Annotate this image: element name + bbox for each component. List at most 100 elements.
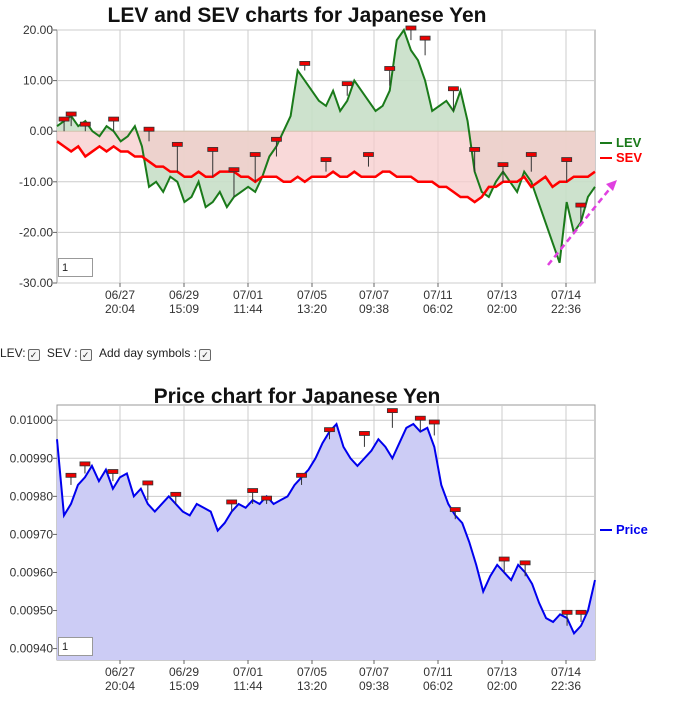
y-tick-label: 0.00 [30, 124, 54, 138]
day-marker-flag [79, 121, 91, 127]
x-tick-label-date: 07/01 [233, 665, 263, 679]
day-marker-flag [324, 427, 335, 433]
lev-plot-area[interactable] [56, 25, 617, 266]
price-axes: 0.01000 0.00990 0.00980 0.00970 0.00960 0.009… [10, 413, 582, 693]
price-zoom-input[interactable]: 1 [58, 637, 93, 656]
day-marker-flag [561, 609, 573, 615]
x-tick-label-time: 15:09 [169, 679, 199, 693]
day-marker-flag [226, 499, 238, 505]
x-tick-label-time: 15:09 [169, 302, 199, 316]
lev-sev-chart-title: LEV and SEV charts for Japanese Yen [108, 4, 487, 27]
x-tick-label-date: 07/05 [297, 288, 327, 302]
day-marker-flag [575, 609, 587, 615]
day-marker-flag [65, 111, 77, 117]
lev-toggle-label: LEV: [0, 346, 26, 360]
day-marker-flag [525, 152, 537, 157]
lev-legend: LEV SEV [600, 135, 642, 165]
x-tick-label-date: 07/13 [487, 665, 517, 679]
y-tick-label: 0.00990 [10, 451, 54, 465]
x-tick-label-time: 20:04 [105, 302, 135, 316]
legend-price-label: Price [616, 522, 648, 537]
x-tick-label-time: 09:38 [359, 302, 389, 316]
x-tick-label-date: 07/07 [359, 665, 389, 679]
day-marker-flag [384, 66, 396, 71]
day-marker-flag [363, 152, 374, 157]
y-tick-label: 0.00960 [10, 565, 54, 579]
day-marker-flag [108, 116, 120, 122]
day-marker-flag [341, 81, 353, 87]
y-tick-label: 0.00950 [10, 604, 54, 618]
price-series-line [56, 422, 596, 636]
y-tick-label: 0.00980 [10, 489, 54, 503]
day-marker-flag [143, 126, 155, 132]
day-marker-flag [171, 141, 183, 147]
x-tick-label-time: 13:20 [297, 679, 327, 693]
day-marker-flag [419, 35, 431, 41]
day-marker-flag [449, 507, 461, 512]
lev-series-line [56, 27, 596, 264]
x-tick-label-date: 06/29 [169, 288, 199, 302]
day-marker-flag [58, 116, 70, 122]
y-tick-label: 0.00970 [10, 527, 54, 541]
day-marker-flag [519, 560, 531, 566]
x-tick-label-date: 07/11 [423, 665, 452, 679]
day-marker-flag [386, 408, 398, 414]
day-marker-flag [428, 419, 440, 425]
lev-checkbox[interactable]: ✓ [27, 349, 40, 361]
day-marker-flag [561, 157, 573, 162]
legend-sev-label: SEV [616, 150, 642, 165]
x-tick-label-date: 06/27 [105, 665, 135, 679]
lev-sev-chart: LEV and SEV charts for Japanese Yen 20.0… [19, 4, 642, 316]
day-marker-flag [448, 86, 459, 92]
sev-checkbox[interactable]: ✓ [79, 349, 92, 361]
x-tick-label-time: 09:38 [359, 679, 389, 693]
day-marker-flag [79, 461, 91, 467]
price-chart-title: Price chart for Japanese Yen [154, 385, 441, 408]
day-marker-flag [359, 431, 370, 436]
x-tick-label-date: 07/01 [233, 288, 263, 302]
day-marker-flag [170, 491, 182, 497]
x-tick-label-time: 22:36 [551, 679, 581, 693]
x-tick-label-date: 07/07 [359, 288, 389, 302]
day-marker-flag [65, 472, 77, 478]
day-marker-flag [575, 202, 587, 208]
lev-axes: 20.00 10.00 0.00 -10.00 -20.00 -30.00 06/2720:… [19, 23, 581, 316]
x-tick-label-date: 07/14 [551, 288, 581, 302]
y-tick-label: -10.00 [19, 175, 53, 189]
day-marker-flag [228, 167, 240, 173]
x-tick-label-time: 13:20 [297, 302, 327, 316]
x-tick-label-time: 02:00 [487, 679, 517, 693]
day-marker-flag [320, 157, 332, 162]
legend-lev-label: LEV [616, 135, 642, 150]
x-tick-label-date: 06/27 [105, 288, 135, 302]
day-marker-flag [249, 152, 261, 157]
x-tick-label-time: 22:36 [551, 302, 581, 316]
x-tick-label-time: 20:04 [105, 679, 135, 693]
day-symbols-checkbox[interactable]: ✓ [199, 349, 211, 361]
trend-arrow-head [606, 180, 617, 191]
x-tick-label-time: 11:44 [233, 302, 262, 316]
day-symbols-label: Add day symbols : [98, 346, 197, 360]
trend-arrow-line [547, 185, 613, 266]
day-marker-flag [498, 556, 510, 562]
price-fill-area [57, 424, 595, 660]
day-marker-flag [469, 147, 481, 152]
x-tick-label-time: 02:00 [487, 302, 517, 316]
price-plot-area[interactable] [56, 408, 596, 660]
day-marker-flag [271, 136, 282, 142]
lev-zoom-input[interactable]: 1 [58, 258, 93, 277]
y-tick-label: 0.01000 [10, 413, 54, 427]
x-tick-label-date: 07/14 [551, 665, 581, 679]
day-marker-flag [107, 469, 119, 474]
y-tick-label: -30.00 [19, 276, 53, 290]
price-legend: Price [600, 522, 648, 537]
x-tick-label-date: 07/11 [423, 288, 452, 302]
x-tick-label-time: 06:02 [423, 302, 453, 316]
y-tick-label: 20.00 [23, 23, 53, 37]
y-tick-label: 0.00940 [10, 642, 54, 656]
day-marker-flag [142, 480, 154, 486]
x-tick-label-date: 07/05 [297, 665, 327, 679]
x-tick-label-date: 06/29 [169, 665, 199, 679]
day-marker-flag [405, 25, 417, 31]
day-marker-flag [299, 61, 311, 66]
